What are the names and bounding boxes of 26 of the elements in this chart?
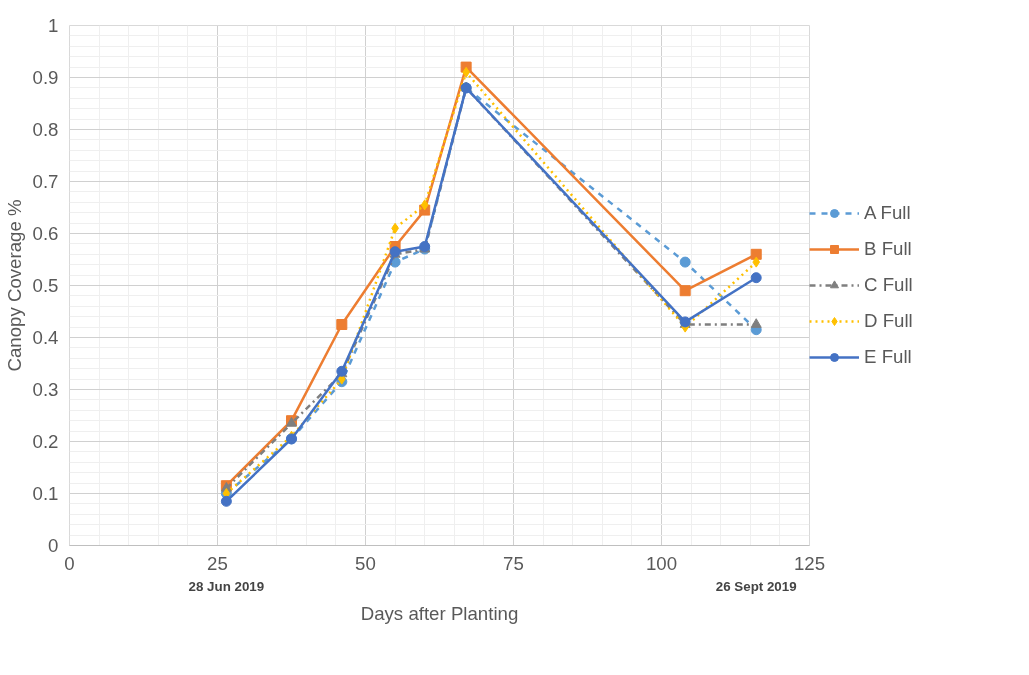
y-tick-label: 0.5	[32, 275, 59, 296]
y-tick-label: 0.1	[32, 483, 59, 504]
y-tick-label: 0.2	[32, 431, 59, 452]
y-tick-label: 1	[48, 15, 59, 36]
x-tick-label: 50	[355, 552, 376, 574]
legend-label: A Full	[864, 202, 912, 224]
x-tick-label: 75	[503, 552, 524, 574]
y-tick-label: 0.8	[32, 119, 59, 140]
x-tick-label: 25	[207, 552, 228, 574]
x-axis-title: Days after Planting	[360, 602, 519, 624]
x-tick-label: 100	[645, 552, 678, 574]
x-tick-label: 0	[64, 552, 75, 574]
y-axis-title: Canopy Coverage %	[3, 199, 25, 372]
text: 28 Jun 2019	[188, 578, 265, 594]
legend-label: B Full	[864, 238, 913, 260]
y-tick-label: 0.7	[32, 171, 59, 192]
text: 26 Sept 2019	[715, 578, 797, 594]
legend-label: C Full	[864, 274, 914, 296]
legend-label: D Full	[864, 310, 914, 332]
y-tick-label: 0	[48, 535, 59, 556]
y-tick-label: 0.6	[32, 223, 59, 244]
x-tick-label: 125	[793, 552, 826, 574]
legend-label: E Full	[864, 346, 913, 368]
y-tick-label: 0.9	[32, 67, 59, 88]
y-tick-label: 0.4	[32, 327, 59, 348]
y-tick-label: 0.3	[32, 379, 59, 400]
